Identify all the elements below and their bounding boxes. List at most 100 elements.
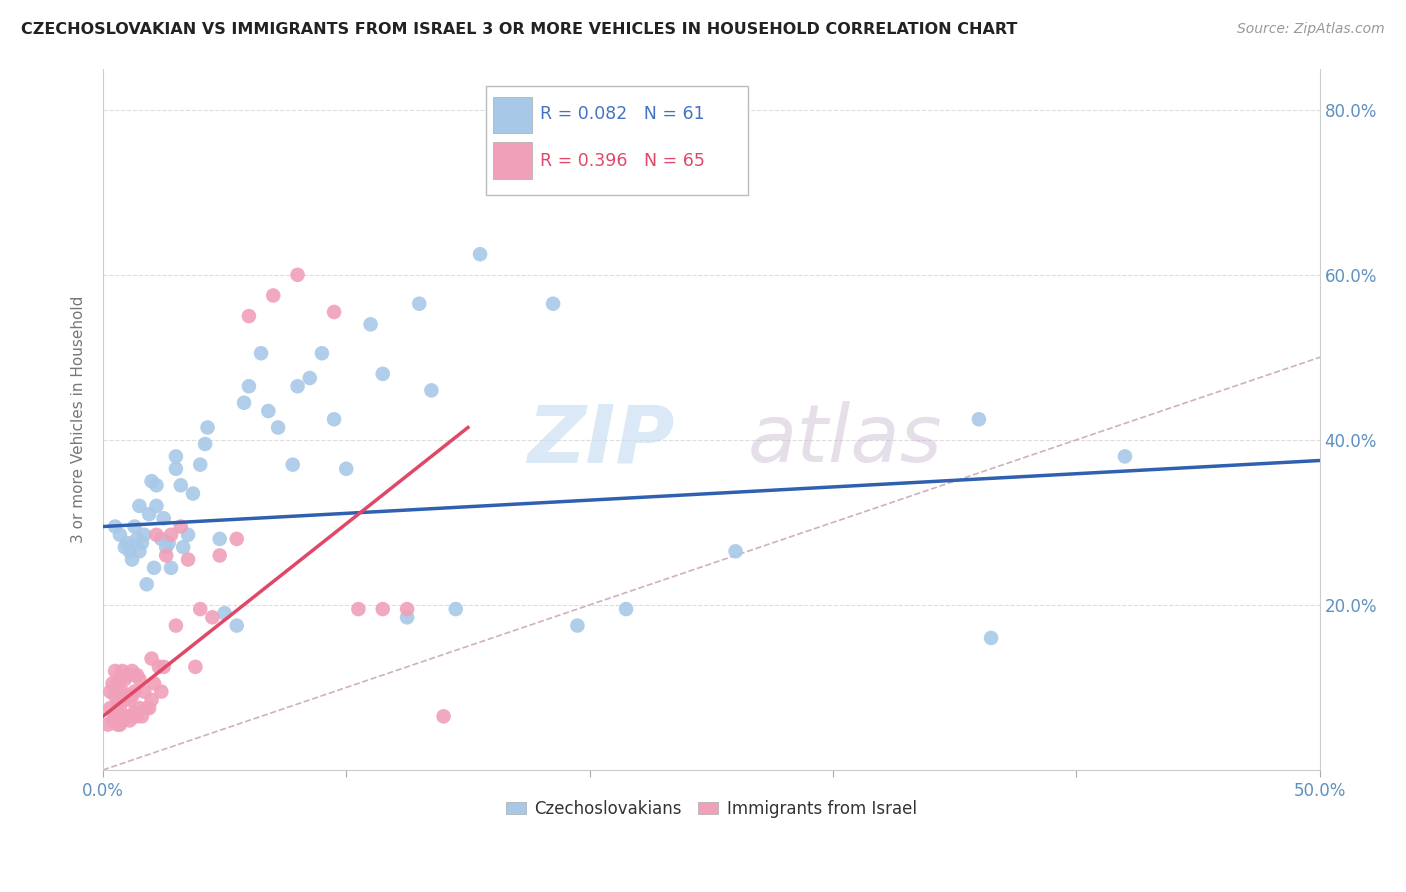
Point [152, 660, 174, 674]
Point [170, 478, 193, 492]
Point [124, 684, 146, 698]
Point [98, 701, 121, 715]
Point [541, 296, 564, 310]
Point [262, 288, 284, 302]
Point [134, 528, 156, 542]
Point [128, 701, 150, 715]
Point [141, 693, 163, 707]
Point [208, 532, 231, 546]
Point [134, 684, 156, 698]
Point [208, 549, 231, 563]
Point [188, 458, 211, 472]
Point [108, 701, 131, 715]
Point [724, 544, 747, 558]
Point [160, 528, 183, 542]
Point [311, 346, 333, 360]
Point [250, 346, 273, 360]
Point [131, 709, 153, 723]
Point [181, 486, 204, 500]
Point [121, 664, 143, 678]
Point [114, 540, 136, 554]
Point [114, 709, 136, 723]
Point [165, 618, 187, 632]
Point [107, 676, 129, 690]
Point [128, 672, 150, 686]
Text: atlas: atlas [748, 401, 942, 479]
Point [396, 610, 419, 624]
Point [287, 379, 309, 393]
Point [1114, 450, 1136, 464]
FancyBboxPatch shape [494, 96, 533, 133]
Point [108, 528, 131, 542]
Point [360, 318, 382, 332]
Point [323, 305, 346, 319]
FancyBboxPatch shape [494, 142, 533, 178]
Point [287, 268, 309, 282]
Point [177, 552, 200, 566]
Point [494, 164, 516, 178]
Point [408, 296, 430, 310]
Point [115, 689, 138, 703]
Point [124, 519, 146, 533]
FancyBboxPatch shape [486, 86, 748, 194]
Point [335, 462, 357, 476]
Point [101, 714, 124, 728]
Point [281, 458, 304, 472]
Point [128, 499, 150, 513]
Point [115, 709, 138, 723]
Point [444, 602, 467, 616]
Point [135, 701, 157, 715]
Point [104, 519, 127, 533]
Point [114, 693, 136, 707]
Point [128, 544, 150, 558]
Point [150, 532, 173, 546]
Point [155, 540, 177, 554]
Point [121, 552, 143, 566]
Point [141, 651, 163, 665]
Point [148, 660, 170, 674]
Point [108, 672, 131, 686]
Point [101, 676, 124, 690]
Point [145, 499, 167, 513]
Point [184, 660, 207, 674]
Point [145, 528, 167, 542]
Point [111, 693, 134, 707]
Point [614, 602, 637, 616]
Point [177, 528, 200, 542]
Point [118, 693, 141, 707]
Point [135, 577, 157, 591]
Point [138, 701, 160, 715]
Point [468, 247, 491, 261]
Point [201, 610, 224, 624]
Point [125, 532, 148, 546]
Point [121, 709, 143, 723]
Point [124, 705, 146, 719]
Point [165, 450, 187, 464]
Point [115, 668, 138, 682]
Point [152, 511, 174, 525]
Legend: Czechoslovakians, Immigrants from Israel: Czechoslovakians, Immigrants from Israel [499, 794, 924, 825]
Point [104, 689, 127, 703]
Point [121, 689, 143, 703]
Point [107, 717, 129, 731]
Point [107, 697, 129, 711]
Point [233, 396, 256, 410]
Point [214, 606, 236, 620]
Point [97, 717, 120, 731]
Point [188, 602, 211, 616]
Point [160, 561, 183, 575]
Point [155, 549, 177, 563]
Point [197, 420, 219, 434]
Point [115, 536, 138, 550]
Point [141, 474, 163, 488]
Point [125, 668, 148, 682]
Point [980, 631, 1002, 645]
Text: ZIP: ZIP [527, 401, 675, 479]
Point [567, 618, 589, 632]
Point [125, 709, 148, 723]
Point [150, 684, 173, 698]
Point [104, 664, 127, 678]
Point [170, 519, 193, 533]
Point [432, 709, 454, 723]
Point [371, 602, 394, 616]
